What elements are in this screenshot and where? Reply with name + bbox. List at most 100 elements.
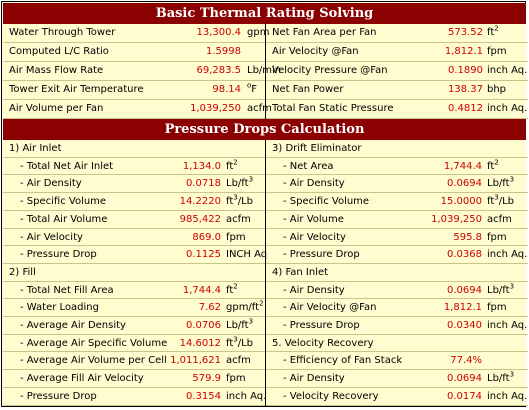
row-separator: [3, 369, 265, 371]
field-value: 7.62: [198, 302, 221, 314]
row-separator: [3, 227, 265, 229]
group-heading: 3) Drift Eliminator: [272, 143, 362, 154]
field-value: 1,812.1: [444, 46, 483, 57]
field-unit: INCH Aq: [226, 246, 267, 264]
field-label: Computed L/C Ratio: [9, 46, 109, 57]
data-row: - Pressure Drop 0.0368 inch Aq.: [266, 246, 527, 264]
field-unit: acfm: [247, 100, 272, 118]
data-row: - Average Air Density 0.0706 Lb/ft3: [3, 317, 264, 335]
field-label: - Air Velocity: [283, 231, 346, 243]
field-label: - Air Velocity: [20, 231, 83, 243]
data-row: 5. Velocity Recovery: [266, 335, 527, 353]
data-row: - Velocity Recovery 0.0174 inch Aq.: [266, 388, 527, 406]
data-row: - Air Density 0.0694 Lb/ft3: [266, 282, 527, 300]
field-unit: Lb/ft3: [226, 317, 254, 331]
field-label: Water Through Tower: [9, 27, 116, 38]
data-row: - Air Velocity @Fan 1,812.1 fpm: [266, 299, 527, 317]
group-heading: 5. Velocity Recovery: [272, 337, 374, 349]
field-label: - Air Density: [283, 284, 345, 296]
data-row: - Average Air Specific Volume 14.6012 ft3/…: [3, 335, 264, 353]
unit-text: ft: [487, 27, 495, 38]
data-row: Computed L/C Ratio 1.5998: [3, 43, 264, 61]
row-separator: [3, 262, 265, 264]
field-value: 1.5998: [206, 46, 241, 57]
unit-text: INCH Aq: [226, 249, 268, 261]
row-separator: [266, 298, 528, 300]
unit-text: acfm: [226, 355, 251, 367]
field-value: 869.0: [192, 231, 221, 243]
field-unit: oF: [247, 81, 258, 95]
field-unit: inch Aq.: [487, 246, 527, 264]
field-unit: inch Aq.: [487, 62, 527, 80]
row-separator: [3, 174, 265, 176]
field-value: 0.0368: [447, 249, 482, 261]
row-separator: [266, 156, 528, 158]
field-value: 0.0340: [447, 320, 482, 331]
field-value: 1,744.4: [182, 284, 221, 296]
field-label: - Total Net Fill Area: [20, 284, 114, 296]
basic-section-title: Basic Thermal Rating Solving: [3, 3, 526, 24]
field-value: 573.52: [448, 27, 483, 38]
field-value: 985,422: [179, 213, 221, 225]
basic-rating-panel: Water Through Tower 13,300.4 gpm Computed L…: [3, 24, 528, 119]
row-separator: [3, 404, 265, 406]
row-separator: [266, 99, 528, 100]
field-value: 77.4%: [450, 355, 482, 367]
unit-text: ft: [226, 160, 234, 172]
group-heading: 2) Fill: [9, 266, 36, 278]
field-value: 14.6012: [179, 337, 221, 349]
unit-text: ft: [487, 160, 495, 172]
pressure-drops-panel: 1) Air Inlet - Total Net Air Inlet 1,134.0…: [3, 140, 528, 406]
row-separator: [3, 209, 265, 211]
data-row: - Air Volume 1,039,250 acfm: [266, 211, 527, 229]
field-unit: gpm: [247, 24, 269, 42]
row-separator: [266, 227, 528, 229]
unit-text: ft: [226, 196, 234, 208]
unit-text: ft: [226, 284, 234, 296]
unit-text: fpm: [487, 231, 507, 243]
field-unit: gpm/ft2: [226, 299, 264, 314]
field-unit: Lb/ft3: [487, 282, 515, 296]
field-label: - Pressure Drop: [283, 320, 360, 331]
field-value: 595.8: [453, 231, 482, 243]
unit-text: Lb/min: [247, 65, 282, 76]
unit-text: Lb/ft: [487, 284, 510, 296]
data-row: - Pressure Drop 0.3154 inch Aq.: [3, 388, 267, 406]
field-unit: fpm: [487, 229, 507, 247]
data-row: - Specific Volume 14.2220 ft3/Lb: [3, 193, 264, 211]
data-row: Total Fan Static Pressure 0.4812 inch Aq.: [266, 100, 527, 118]
row-separator: [266, 333, 528, 335]
row-separator: [266, 280, 528, 282]
unit-text: fpm: [226, 231, 246, 243]
row-separator: [3, 99, 265, 100]
data-row: 2) Fill: [3, 264, 264, 282]
field-value: 138.37: [448, 84, 483, 95]
field-value: 69,283.5: [196, 65, 241, 76]
data-row: - Average Fill Air Velocity 579.9 fpm: [3, 370, 264, 388]
field-value: 0.3154: [186, 390, 221, 402]
group-heading: 1) Air Inlet: [9, 143, 62, 154]
unit-text: inch Aq.: [487, 320, 528, 331]
data-row: Tower Exit Air Temperature 98.14 oF: [3, 81, 264, 99]
row-separator: [266, 369, 528, 371]
unit-text: inch Aq.: [226, 390, 267, 402]
data-row: - Average Air Volume per Cell 1,011,621 ac…: [3, 352, 264, 370]
field-value: 579.9: [192, 373, 221, 385]
field-label: Air Mass Flow Rate: [9, 65, 104, 76]
row-separator: [266, 245, 528, 247]
field-value: 1,039,250: [190, 103, 241, 114]
field-unit: bhp: [487, 81, 506, 99]
field-value: 0.1125: [186, 249, 221, 261]
data-row: Net Fan Area per Fan 573.52 ft2: [266, 24, 527, 42]
data-row: 1) Air Inlet: [3, 140, 264, 158]
row-separator: [3, 333, 265, 335]
field-unit: Lb/ft3: [487, 370, 515, 385]
unit-text: ft: [226, 337, 234, 349]
field-unit: ft3/Lb: [226, 335, 254, 349]
field-label: - Pressure Drop: [283, 249, 360, 261]
field-value: 0.0718: [186, 178, 221, 190]
field-label: - Pressure Drop: [20, 249, 97, 261]
field-label: - Total Air Volume: [20, 213, 108, 225]
row-separator: [266, 174, 528, 176]
row-separator: [266, 209, 528, 211]
